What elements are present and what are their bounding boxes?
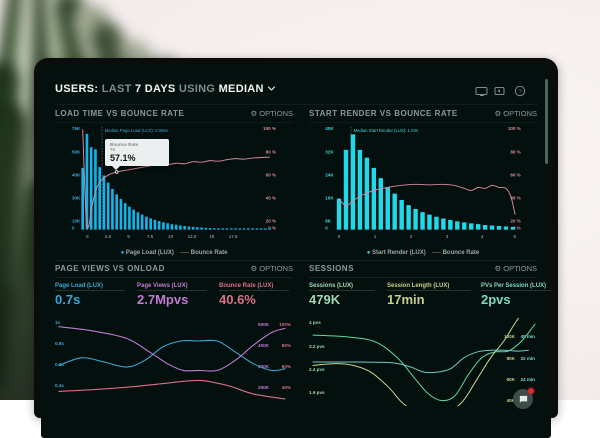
svg-text:60K: 60K (507, 377, 516, 382)
svg-text:60%: 60% (282, 364, 291, 369)
svg-text:80 %: 80 % (266, 149, 276, 154)
svg-text:3: 3 (446, 234, 449, 239)
svg-text:80K: 80K (507, 356, 516, 361)
svg-text:0.6s: 0.6s (55, 362, 64, 367)
svg-text:100 %: 100 % (508, 126, 521, 131)
svg-text:40 min: 40 min (520, 334, 535, 339)
svg-text:0: 0 (86, 234, 89, 239)
svg-text:200K: 200K (258, 385, 270, 390)
svg-text:100 %: 100 % (263, 126, 276, 131)
svg-text:17.5: 17.5 (229, 234, 238, 239)
svg-text:7.5: 7.5 (147, 234, 154, 239)
svg-text:5: 5 (127, 234, 130, 239)
svg-text:0.4s: 0.4s (55, 383, 64, 388)
svg-text:2: 2 (410, 234, 413, 239)
svg-text:500K: 500K (258, 322, 270, 327)
svg-text:?: ? (518, 89, 521, 95)
svg-text:40K: 40K (72, 172, 81, 177)
svg-text:400K: 400K (258, 343, 270, 348)
svg-text:0: 0 (72, 226, 75, 231)
svg-text:0 %: 0 % (268, 226, 276, 231)
svg-text:40 %: 40 % (266, 196, 276, 201)
svg-text:Median Page Load (LUX): 2.056s: Median Page Load (LUX): 2.056s (105, 128, 168, 133)
svg-text:0: 0 (325, 226, 328, 231)
svg-text:0: 0 (338, 234, 341, 239)
svg-text:10: 10 (168, 234, 174, 239)
svg-text:80%: 80% (282, 343, 291, 348)
svg-text:80 %: 80 % (510, 149, 520, 154)
svg-text:2.4 pvs: 2.4 pvs (309, 367, 325, 372)
svg-text:1s: 1s (55, 320, 61, 325)
svg-text:5: 5 (513, 234, 516, 239)
svg-text:12.5: 12.5 (188, 234, 197, 239)
svg-text:4 pvs: 4 pvs (309, 320, 321, 325)
svg-text:0.8s: 0.8s (55, 341, 64, 346)
svg-text:8K: 8K (325, 219, 332, 224)
svg-text:75K: 75K (72, 126, 81, 131)
svg-text:100%: 100% (279, 322, 291, 327)
svg-text:3.2 pvs: 3.2 pvs (309, 344, 325, 349)
svg-text:15: 15 (209, 234, 215, 239)
svg-text:2.5: 2.5 (105, 234, 112, 239)
svg-text:10K: 10K (72, 219, 81, 224)
svg-text:1.6 pvs: 1.6 pvs (309, 390, 325, 395)
svg-text:32K: 32K (325, 149, 334, 154)
svg-text:4: 4 (481, 234, 484, 239)
svg-text:50K: 50K (72, 149, 81, 154)
svg-text:16K: 16K (325, 196, 334, 201)
svg-text:1: 1 (374, 234, 377, 239)
svg-text:60 %: 60 % (266, 172, 276, 177)
svg-text:24 min: 24 min (520, 377, 535, 382)
svg-text:30K: 30K (72, 196, 81, 201)
svg-text:20 %: 20 % (510, 219, 520, 224)
svg-text:60 %: 60 % (510, 172, 520, 177)
svg-text:40%: 40% (282, 385, 291, 390)
svg-text:40K: 40K (325, 126, 334, 131)
svg-text:24K: 24K (325, 172, 334, 177)
svg-text:32 min: 32 min (520, 356, 535, 361)
svg-text:20 %: 20 % (266, 219, 276, 224)
svg-text:Median Start Render (LUX): 1.0: Median Start Render (LUX): 1.03s (354, 128, 418, 133)
